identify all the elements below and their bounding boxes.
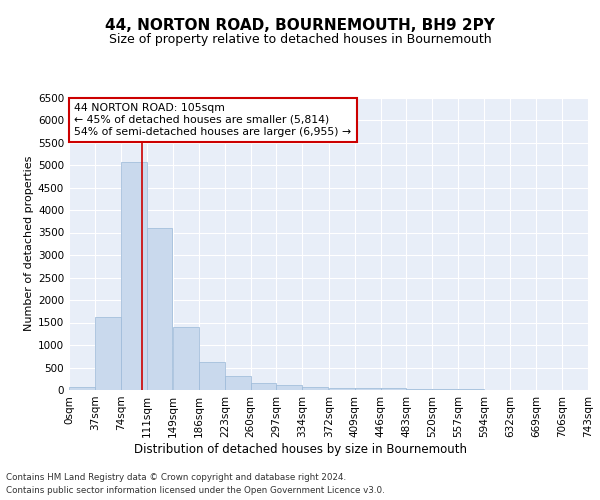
Bar — [69, 386, 95, 390]
Bar — [199, 362, 225, 390]
Text: 44 NORTON ROAD: 105sqm
← 45% of detached houses are smaller (5,814)
54% of semi-: 44 NORTON ROAD: 105sqm ← 45% of detached… — [74, 104, 352, 136]
Bar — [406, 389, 432, 390]
Text: Distribution of detached houses by size in Bournemouth: Distribution of detached houses by size … — [133, 442, 467, 456]
Bar — [302, 387, 328, 390]
Bar — [432, 389, 458, 390]
Text: Contains public sector information licensed under the Open Government Licence v3: Contains public sector information licen… — [6, 486, 385, 495]
Bar — [95, 317, 121, 390]
Y-axis label: Number of detached properties: Number of detached properties — [24, 156, 34, 332]
Bar — [277, 385, 302, 390]
Text: Size of property relative to detached houses in Bournemouth: Size of property relative to detached ho… — [109, 32, 491, 46]
Bar — [329, 388, 355, 390]
Bar — [380, 388, 406, 390]
Bar — [251, 383, 277, 390]
Text: Contains HM Land Registry data © Crown copyright and database right 2024.: Contains HM Land Registry data © Crown c… — [6, 472, 346, 482]
Bar — [121, 162, 146, 390]
Bar — [173, 327, 199, 390]
Bar — [146, 228, 172, 390]
Bar — [355, 388, 380, 390]
Text: 44, NORTON ROAD, BOURNEMOUTH, BH9 2PY: 44, NORTON ROAD, BOURNEMOUTH, BH9 2PY — [105, 18, 495, 32]
Bar — [225, 376, 251, 390]
